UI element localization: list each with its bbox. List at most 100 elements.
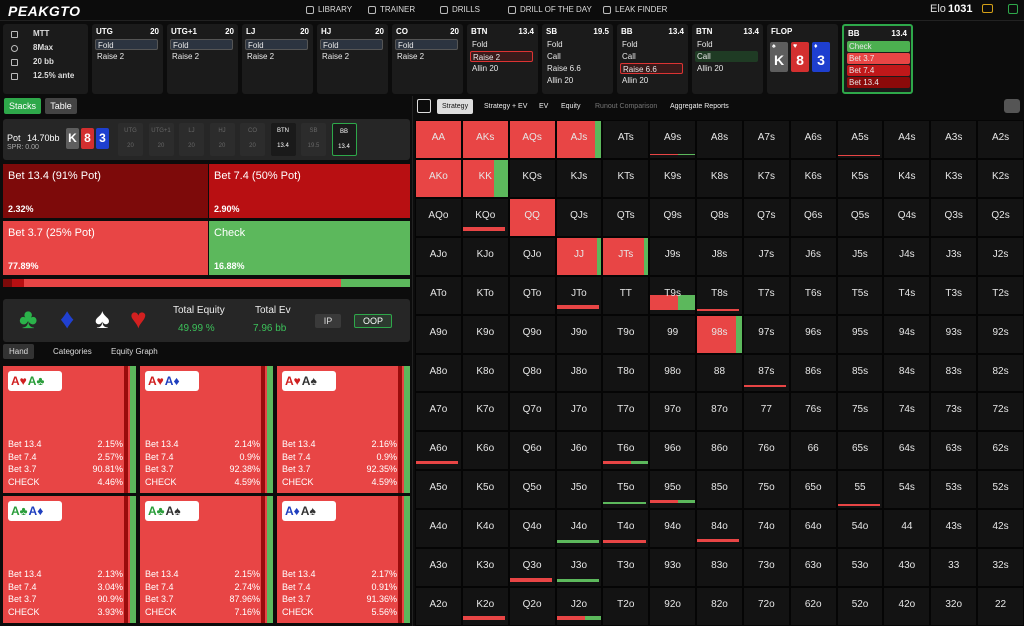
strategy-box[interactable]: Bet 7.4 (50% Pot) 2.90%	[209, 164, 410, 218]
hand-cell[interactable]: J8o	[555, 353, 603, 393]
action-item[interactable]: Bet 13.4	[847, 77, 910, 88]
hand-cell[interactable]: T7s	[742, 275, 790, 315]
hand-cell[interactable]: A6s	[789, 120, 837, 159]
action-item[interactable]: Fold	[622, 40, 638, 49]
hand-cell[interactable]: T9s	[649, 275, 697, 315]
hand-cell[interactable]: T7o	[602, 392, 650, 432]
action-item[interactable]: Fold	[697, 40, 713, 49]
action-column[interactable]: SB 19.5 Fold Call Raise 6.6 Allin 20	[542, 24, 613, 94]
hand-cell[interactable]: QJs	[555, 197, 603, 237]
hand-cell[interactable]: KJo	[461, 236, 509, 276]
hand-cell[interactable]: 63o	[789, 548, 837, 588]
hand-cell[interactable]: 43o	[883, 548, 931, 588]
hand-cell[interactable]: A3o	[415, 548, 462, 588]
hand-cell[interactable]: 86s	[789, 353, 837, 393]
action-item[interactable]: Bet 3.7	[847, 53, 910, 64]
hand-cell[interactable]: J8s	[696, 236, 743, 276]
hand-cell[interactable]: J9s	[649, 236, 697, 276]
nav-item[interactable]: DRILLS	[452, 5, 481, 14]
hand-cell[interactable]: 92s	[977, 314, 1024, 354]
hand-cell[interactable]: Q3o	[508, 548, 556, 588]
action-column[interactable]: FLOP ♠ K ♥ 8 ♦ 3	[767, 24, 838, 94]
action-item[interactable]: Fold	[95, 39, 158, 50]
hand-cell[interactable]: 52s	[977, 470, 1024, 510]
hand-cell[interactable]: 32o	[930, 587, 978, 626]
hand-cell[interactable]: 83s	[930, 353, 978, 393]
chat-icon[interactable]	[982, 4, 993, 13]
grid-tab[interactable]: Runout Comparison	[595, 103, 658, 110]
hand-cell[interactable]: 87o	[696, 392, 743, 432]
hand-tab[interactable]: Categories	[53, 347, 92, 356]
hand-cell[interactable]: 94s	[883, 314, 931, 354]
hand-cell[interactable]: 94o	[649, 509, 697, 549]
hand-cell[interactable]: J4s	[883, 236, 931, 276]
hand-cell[interactable]: T6s	[789, 275, 837, 315]
action-item[interactable]: Fold	[395, 39, 458, 50]
hand-cell[interactable]: K2o	[461, 587, 509, 626]
hand-cell[interactable]: QJo	[508, 236, 556, 276]
hand-cell[interactable]: J4o	[555, 509, 603, 549]
hand-cell[interactable]: 95o	[649, 470, 697, 510]
hand-cell[interactable]: KK	[461, 158, 509, 198]
hand-cell[interactable]: J5o	[555, 470, 603, 510]
hand-cell[interactable]: 99	[649, 314, 697, 354]
hand-cell[interactable]: 33	[930, 548, 978, 588]
action-item[interactable]: Allin 20	[697, 64, 724, 73]
hand-cell[interactable]: 75o	[742, 470, 790, 510]
hand-cell[interactable]: 62o	[789, 587, 837, 626]
hand-cell[interactable]: 76s	[789, 392, 837, 432]
action-column[interactable]: BTN 13.4 Fold Call Allin 20	[692, 24, 763, 94]
hand-cell[interactable]: 93s	[930, 314, 978, 354]
hand-cell[interactable]: Q2o	[508, 587, 556, 626]
hand-cell[interactable]: J3o	[555, 548, 603, 588]
hand-cell[interactable]: J7o	[555, 392, 603, 432]
hand-cell[interactable]: 85o	[696, 470, 743, 510]
hand-cell[interactable]: A8s	[696, 120, 743, 159]
hand-cell[interactable]: 82o	[696, 587, 743, 626]
hand-cell[interactable]: 64o	[789, 509, 837, 549]
hand-cell[interactable]: KQs	[508, 158, 556, 198]
hand-cell[interactable]: KTs	[602, 158, 650, 198]
hand-cell[interactable]: K5o	[461, 470, 509, 510]
left-tab[interactable]: Stacks	[4, 98, 41, 114]
hand-cell[interactable]: AKo	[415, 158, 462, 198]
action-column[interactable]: CO 20 Fold Raise 2	[392, 24, 463, 94]
hand-cell[interactable]: K6s	[789, 158, 837, 198]
hand-cell[interactable]: 65o	[789, 470, 837, 510]
hand-cell[interactable]: AJo	[415, 236, 462, 276]
hand-cell[interactable]: K3s	[930, 158, 978, 198]
hand-cell[interactable]: KQo	[461, 197, 509, 237]
hand-cell[interactable]: A8o	[415, 353, 462, 393]
hand-cell[interactable]: Q5o	[508, 470, 556, 510]
hand-cell[interactable]: A6o	[415, 431, 462, 471]
action-column[interactable]: LJ 20 Fold Raise 2	[242, 24, 313, 94]
hand-cell[interactable]: 43s	[930, 509, 978, 549]
hand-cell[interactable]: 97s	[742, 314, 790, 354]
hand-cell[interactable]: Q9o	[508, 314, 556, 354]
hand-cell[interactable]: 22	[977, 587, 1024, 626]
hand-cell[interactable]: 72o	[742, 587, 790, 626]
hand-cell[interactable]: 82s	[977, 353, 1024, 393]
hand-cell[interactable]: 53s	[930, 470, 978, 510]
hand-cell[interactable]: JTs	[602, 236, 650, 276]
hand-cell[interactable]: 76o	[742, 431, 790, 471]
hand-tab[interactable]: Hand	[3, 344, 35, 359]
hand-cell[interactable]: Q4o	[508, 509, 556, 549]
hand-cell[interactable]: A5s	[836, 120, 884, 159]
hand-cell[interactable]: T2o	[602, 587, 650, 626]
hand-cell[interactable]: JTo	[555, 275, 603, 315]
hand-cell[interactable]: Q3s	[930, 197, 978, 237]
action-item[interactable]: Call	[622, 52, 636, 61]
hand-cell[interactable]: T5o	[602, 470, 650, 510]
hand-cell[interactable]: AJs	[555, 120, 603, 159]
hand-cell[interactable]: K6o	[461, 431, 509, 471]
hand-cell[interactable]: T6o	[602, 431, 650, 471]
action-column[interactable]: BB 13.4 Fold Call Raise 6.6 Allin 20	[617, 24, 688, 94]
hand-cell[interactable]: 95s	[836, 314, 884, 354]
hand-cell[interactable]: 85s	[836, 353, 884, 393]
hand-cell[interactable]: 84s	[883, 353, 931, 393]
hand-cell[interactable]: K7o	[461, 392, 509, 432]
action-item[interactable]: Fold	[547, 40, 563, 49]
hand-cell[interactable]: J2s	[977, 236, 1024, 276]
hand-tab[interactable]: Equity Graph	[111, 347, 158, 356]
